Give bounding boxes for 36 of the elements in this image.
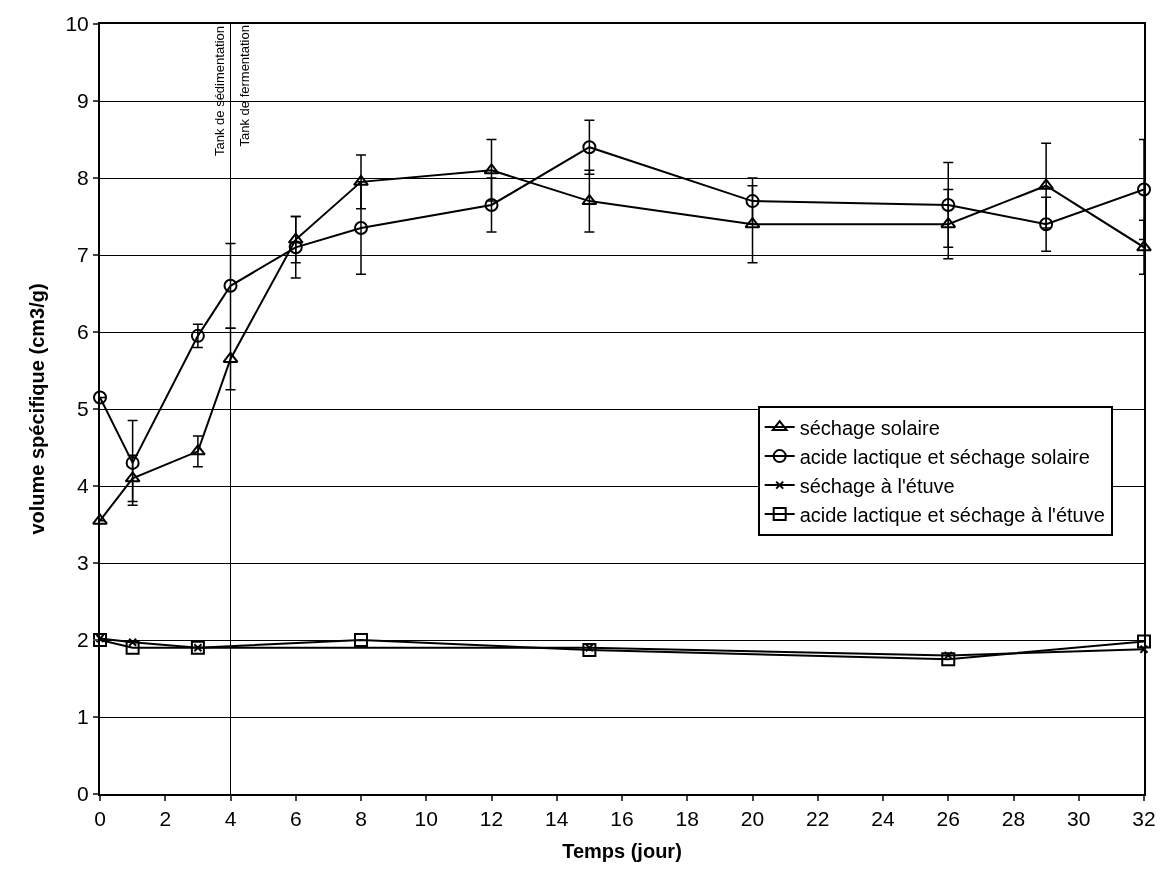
y-axis-title: volume spécifique (cm3/g)	[26, 283, 49, 535]
x-tick-label: 24	[871, 807, 895, 831]
annotation: Tank de fermentation	[236, 25, 252, 147]
x-tick-label: 0	[94, 807, 106, 831]
x-axis-title: Temps (jour)	[562, 840, 682, 863]
x-tick-label: 30	[1067, 807, 1091, 831]
x-tick-label: 8	[355, 807, 367, 831]
legend-label: séchage solaire	[799, 416, 940, 439]
x-tick-label: 18	[675, 807, 699, 831]
x-tick-label: 32	[1132, 807, 1156, 831]
x-tick-label: 4	[224, 807, 237, 831]
y-tick-label: 2	[77, 628, 89, 652]
x-tick-label: 28	[1001, 807, 1026, 831]
y-tick-label: 3	[77, 551, 89, 575]
y-tick-label: 8	[77, 166, 89, 190]
x-tick-label: 22	[806, 807, 830, 831]
x-tick-label: 14	[545, 807, 569, 831]
x-tick-label: 2	[159, 807, 172, 831]
legend-label: acide lactique et séchage à l'étuve	[799, 503, 1105, 526]
y-tick-label: 7	[77, 243, 89, 267]
x-tick-label: 6	[289, 807, 302, 831]
legend-label: séchage à l'étuve	[799, 474, 955, 497]
x-tick-label: 10	[414, 807, 438, 831]
y-tick-label: 6	[77, 320, 89, 344]
ref-line-label: Tank de sédimentation	[212, 25, 227, 156]
y-tick-label: 10	[65, 12, 89, 36]
y-tick-label: 9	[77, 89, 89, 113]
x-tick-label: 12	[479, 807, 504, 831]
x-tick-label: 16	[610, 807, 634, 831]
y-tick-label: 4	[77, 474, 90, 498]
legend-label: acide lactique et séchage solaire	[799, 445, 1090, 468]
y-tick-label: 1	[77, 705, 89, 729]
x-tick-label: 20	[740, 807, 765, 831]
y-tick-label: 0	[77, 782, 89, 806]
x-tick-label: 26	[936, 807, 960, 831]
y-tick-label: 5	[77, 397, 89, 421]
